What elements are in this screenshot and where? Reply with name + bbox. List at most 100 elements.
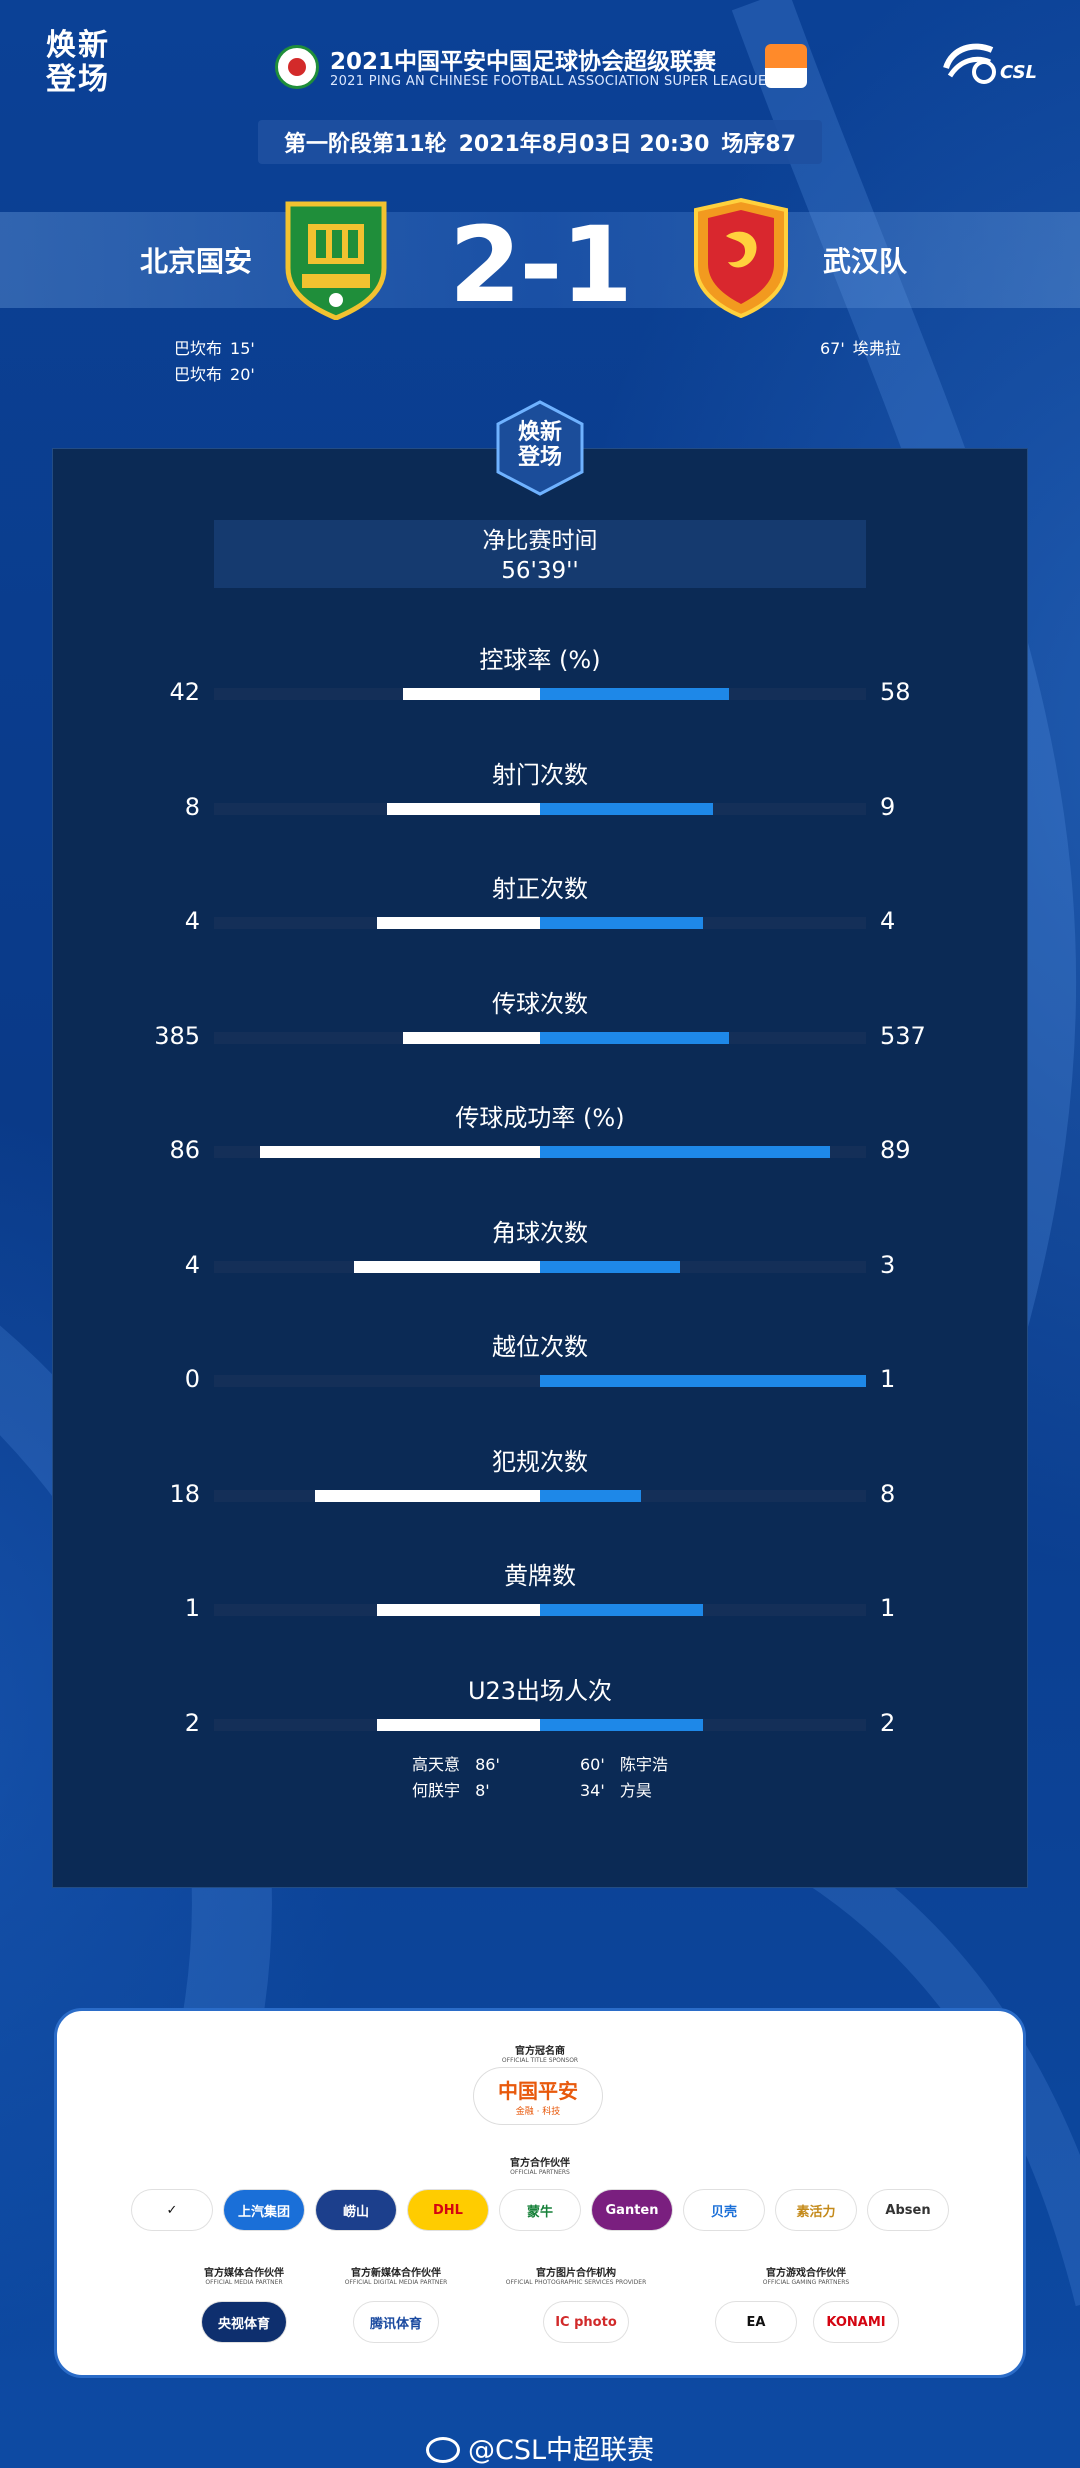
stat-label: 越位次数	[492, 1333, 588, 1361]
title-sponsor-tag: 金融 · 科技	[515, 2107, 561, 2117]
stat-away-bar	[540, 1604, 703, 1616]
partner-name: 贝壳	[710, 2204, 737, 2220]
u23-name: 何朕宇	[412, 1781, 461, 1800]
cfa-logo-icon	[275, 45, 319, 89]
stat-row: 射门次数 8 9	[0, 755, 1080, 835]
u23-name: 高天意	[412, 1755, 461, 1774]
stat-home-value: 18	[169, 1479, 200, 1508]
heading-cn: 官方冠名商	[515, 2046, 565, 2057]
partner-logo: ✓	[132, 2190, 212, 2230]
match-number: 场序87	[721, 132, 797, 157]
partner-logo: 贝壳	[684, 2190, 764, 2230]
stat-track	[214, 1604, 866, 1616]
brand-line-1: 焕新	[46, 28, 110, 63]
stat-track	[214, 917, 866, 929]
stat-track	[214, 1718, 866, 1731]
scorer-name: 埃弗拉	[852, 339, 901, 358]
stat-label: 射正次数	[492, 875, 588, 903]
heading-en: OFFICIAL PHOTOGRAPHIC SERVICES PROVIDER	[505, 2279, 647, 2286]
scorer-minute: 67'	[820, 339, 845, 358]
stat-label: U23出场人次	[467, 1676, 613, 1705]
heading-cn: 官方图片合作机构	[536, 2268, 616, 2279]
partner-logo: 上汽集团	[224, 2190, 304, 2230]
brand-logo-left: 焕新 登场	[38, 28, 118, 98]
photo-name: IC photo	[555, 2314, 617, 2330]
partner-name: 崂山	[342, 2204, 369, 2220]
u23-home-players: 高天意 86' 何朕宇 8'	[412, 1752, 500, 1804]
u23-minute: 34'	[580, 1781, 605, 1800]
stat-row: 传球次数 385 537	[0, 984, 1080, 1064]
stat-row: 犯规次数 18 8	[0, 1442, 1080, 1522]
heading-en: OFFICIAL DIGITAL MEDIA PARTNER	[344, 2279, 448, 2286]
stat-home-bar	[315, 1489, 540, 1502]
stat-track	[214, 1260, 866, 1273]
stat-away-bar	[540, 688, 729, 700]
heading-cn: 官方媒体合作伙伴	[204, 2268, 284, 2279]
score-band	[0, 212, 1080, 308]
u23-row: 34' 方昊	[580, 1778, 668, 1804]
match-datetime: 2021年8月03日 20:30	[458, 132, 710, 157]
partner-name: Absen	[885, 2202, 931, 2218]
stat-track	[214, 1375, 866, 1387]
stat-away-bar	[540, 1718, 703, 1731]
home-scorers: 巴坎布 15' 巴坎布 20'	[174, 336, 263, 388]
away-scorer-row: 67' 埃弗拉	[820, 336, 909, 362]
stat-home-value: 385	[154, 1021, 200, 1050]
match-info-bar: 第一阶段第11轮 2021年8月03日 20:30 场序87	[258, 120, 822, 164]
net-playing-time: 净比赛时间 56'39''	[214, 520, 866, 588]
stat-home-value: 86	[169, 1136, 200, 1164]
u23-minute: 60'	[580, 1755, 605, 1774]
pingan-logo-icon	[765, 44, 807, 88]
stat-row: 越位次数 0 1	[0, 1327, 1080, 1407]
stat-away-value: 537	[880, 1021, 926, 1050]
weibo-handle: @CSL中超联赛	[467, 2435, 655, 2466]
stat-home-value: 4	[184, 1250, 200, 1279]
stat-home-bar	[377, 1718, 540, 1731]
u23-row: 高天意 86'	[412, 1752, 500, 1778]
game-name: KONAMI	[826, 2314, 886, 2330]
partner-logo: Absen	[868, 2190, 948, 2230]
brand-line-2: 登场	[46, 62, 110, 97]
stat-away-bar	[540, 1031, 729, 1044]
stat-away-value: 3	[880, 1250, 896, 1279]
scorer-minute: 20'	[230, 365, 255, 384]
weibo-icon	[425, 2437, 460, 2463]
ic-photo-logo: IC photo	[544, 2302, 628, 2342]
stat-row: 角球次数 4 3	[0, 1213, 1080, 1293]
partner-logo: DHL	[408, 2190, 488, 2230]
stat-away-bar	[540, 917, 703, 929]
ea-logo: EA	[716, 2302, 796, 2342]
home-scorer-row: 巴坎布 15'	[174, 336, 263, 362]
home-scorer-row: 巴坎布 20'	[174, 362, 263, 388]
stat-away-value: 89	[880, 1136, 911, 1164]
stat-label: 犯规次数	[492, 1447, 588, 1476]
digital-name: 腾讯体育	[369, 2316, 422, 2332]
stat-track	[214, 1031, 866, 1044]
net-time-value: 56'39''	[501, 558, 579, 584]
match-stage: 第一阶段第11轮	[283, 132, 447, 157]
stat-track	[214, 1489, 866, 1502]
stat-track	[214, 802, 866, 815]
heading-en: OFFICIAL GAMING PARTNERS	[762, 2279, 850, 2286]
stat-away-bar	[540, 1260, 680, 1273]
away-team-name: 武汉队	[823, 245, 908, 278]
stat-home-value: 4	[184, 907, 200, 935]
stat-row: 黄牌数 1 1	[0, 1556, 1080, 1636]
partners-heading: 官方合作伙伴 OFFICIAL PARTNERS	[420, 2154, 660, 2176]
net-time-label: 净比赛时间	[482, 528, 598, 554]
badge-line-2: 登场	[517, 445, 562, 470]
heading-cn: 官方游戏合作伙伴	[766, 2268, 846, 2279]
stat-track	[214, 688, 866, 700]
stat-home-value: 0	[184, 1365, 200, 1393]
stat-home-value: 8	[184, 792, 200, 821]
partner-name: 上汽集团	[237, 2204, 290, 2220]
photo-heading: 官方图片合作机构 OFFICIAL PHOTOGRAPHIC SERVICES …	[456, 2264, 696, 2286]
title-sponsor-heading: 官方冠名商 OFFICIAL TITLE SPONSOR	[420, 2042, 660, 2064]
konami-logo: KONAMI	[814, 2302, 898, 2342]
stat-label: 黄牌数	[504, 1562, 576, 1590]
weibo-footer: @CSL中超联赛	[0, 2428, 1080, 2467]
media-name: 央视体育	[217, 2316, 270, 2332]
pingan-sponsor-logo: 中国平安 金融 · 科技	[474, 2068, 602, 2124]
stat-away-value: 8	[880, 1479, 896, 1508]
wuhan-crest-icon	[694, 197, 788, 318]
